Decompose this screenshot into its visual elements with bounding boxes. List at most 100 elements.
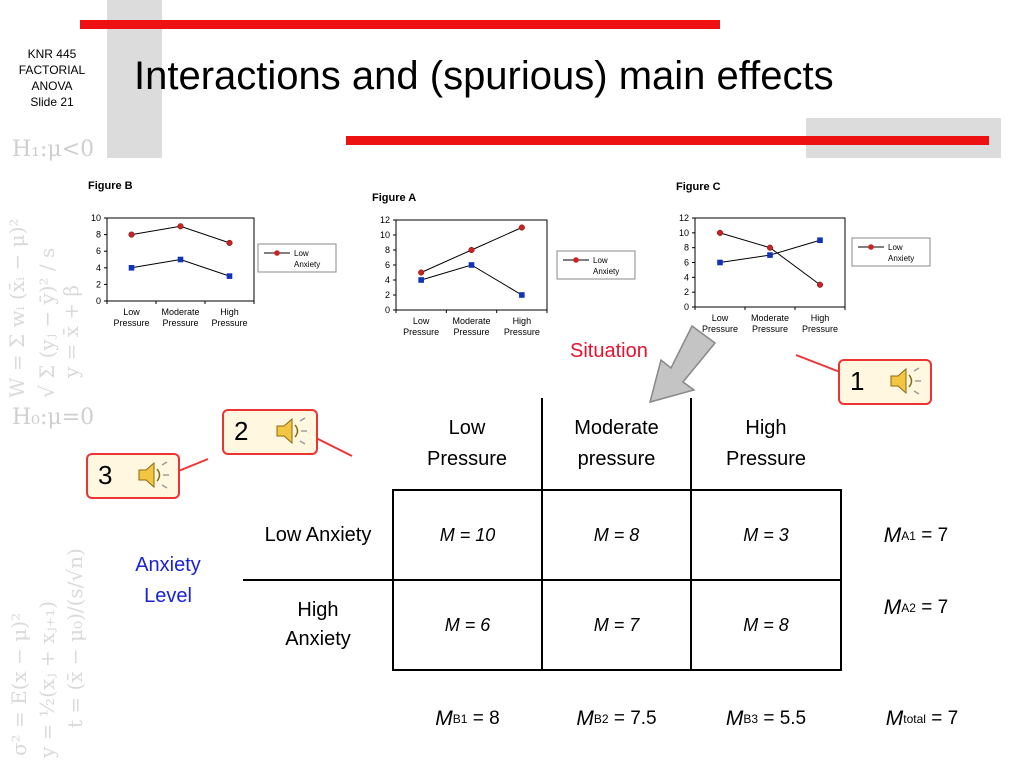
data-point	[816, 281, 824, 288]
cell-mean: M = 10	[439, 524, 496, 545]
cell-mean: M = 8	[593, 524, 640, 545]
x-tick-label: Pressure	[453, 327, 489, 337]
legend-label: Anxiety	[593, 267, 619, 276]
row-marginal-mean-a2: M A2 = 7	[852, 592, 980, 624]
figure-a-chart: Figure A 0 2 4 6 8 10 12 Low Pressure Moderate Pres…	[364, 189, 644, 349]
slide-ref-line: KNR 445	[27, 47, 77, 61]
row-label-line: Low Anxiety	[264, 523, 372, 546]
data-point	[226, 239, 233, 246]
table-divider	[392, 489, 842, 491]
y-tick-label: 2	[96, 279, 101, 289]
speaker-icon[interactable]	[136, 459, 172, 491]
y-tick-label: 2	[385, 290, 390, 300]
figure-b-svg: Figure B0246810LowPressureModeratePressu…	[88, 180, 337, 328]
title-rule-top	[80, 20, 720, 29]
watermark-formula-6: t = (x̄ − μ₀)/(s/√n)	[63, 548, 87, 728]
x-tick-label: Pressure	[702, 324, 738, 334]
data-point	[177, 223, 184, 230]
data-point	[128, 265, 135, 271]
callout-3-number: 3	[98, 460, 113, 490]
y-tick-label: 4	[96, 263, 101, 273]
plot-area	[106, 217, 255, 302]
mean-value: = 7	[925, 708, 959, 729]
speaker-icon[interactable]	[274, 415, 310, 447]
y-tick-label: 6	[96, 246, 101, 256]
data-point	[128, 231, 135, 238]
mean-symbol: M	[883, 524, 902, 547]
x-tick-label: Pressure	[752, 324, 788, 334]
table-divider	[392, 669, 842, 671]
legend-marker	[868, 244, 874, 250]
slide-ref-line: FACTORIAL	[18, 63, 86, 77]
x-tick-label: Low	[123, 307, 140, 317]
x-tick-label: Pressure	[802, 324, 838, 334]
col-header-line: Pressure	[725, 448, 807, 470]
figure-c-chart: Figure C 0 2 4 6 8 10 12 Low Pressure Moderate Pres…	[668, 179, 948, 339]
data-point	[468, 246, 475, 254]
cell-mean: M = 8	[743, 614, 789, 635]
figure-b-chart: Figure B 0 2 4 6 8 10 Low Pressure Moderate Pressu…	[80, 178, 340, 338]
y-tick-label: 6	[684, 258, 689, 268]
mean-value: = 8	[467, 708, 500, 729]
mean-symbol: M	[576, 707, 594, 730]
situation-arrow	[648, 324, 717, 404]
chart-title: Figure C	[676, 181, 721, 193]
data-point	[418, 269, 425, 276]
row-marginal-mean-a1: M A1 = 7	[852, 520, 980, 552]
mean-symbol: M	[435, 707, 453, 730]
table-divider	[243, 579, 842, 581]
x-tick-label: Moderate	[161, 307, 199, 317]
col-marginal-mean-b2: M B2 = 7.5	[543, 702, 690, 736]
x-tick-label: Pressure	[113, 318, 149, 328]
mean-value: = 7.5	[608, 708, 657, 729]
callout-2[interactable]: 2	[222, 409, 318, 455]
x-tick-label: Pressure	[162, 318, 198, 328]
data-point	[519, 292, 525, 298]
figure-c-svg: Figure C024681012LowPressureModeratePres…	[676, 181, 931, 334]
speaker-icon[interactable]	[888, 365, 924, 397]
x-tick-label: Pressure	[504, 327, 540, 337]
col-header-moderate-pressure: Moderate pressure	[543, 410, 690, 478]
mean-subscript: A2	[901, 601, 916, 615]
table-divider	[541, 398, 543, 670]
y-tick-label: 8	[385, 245, 390, 255]
mean-subscript: A1	[901, 529, 916, 543]
anxiety-level-label: Anxiety Level	[122, 550, 214, 612]
y-tick-label: 8	[96, 230, 101, 240]
slide-ref-line: Slide 21	[30, 95, 74, 109]
watermark-formula-2: √ Σ (yⱼ − ȳ)² / s	[35, 248, 59, 398]
watermark-hypothesis-top: H₁:μ<0	[12, 137, 94, 162]
watermark-formula-1: W = Σ wᵢ (x̄ᵢ − μ)²	[5, 219, 29, 398]
anxiety-level-line: Anxiety	[135, 554, 201, 576]
slide-reference: KNR 445 FACTORIAL ANOVA Slide 21	[14, 46, 90, 110]
y-tick-label: 4	[684, 272, 689, 282]
y-tick-label: 12	[679, 213, 689, 223]
legend-label: Anxiety	[888, 254, 914, 263]
col-header-line: Pressure	[426, 448, 508, 470]
y-tick-label: 8	[684, 243, 689, 253]
slide-title: Interactions and (spurious) main effects	[134, 54, 834, 98]
mean-value: = 7	[915, 597, 949, 618]
callout-3[interactable]: 3	[86, 453, 180, 499]
table-divider	[690, 398, 692, 670]
watermark-hypothesis-bottom: H₀:μ=0	[12, 405, 94, 430]
cell-mean: M = 3	[743, 524, 789, 545]
x-tick-label: High	[811, 313, 830, 323]
col-header-line: High	[745, 417, 787, 439]
data-point	[177, 256, 184, 263]
mean-symbol: M	[885, 707, 904, 730]
data-point	[716, 229, 724, 236]
y-tick-label: 10	[380, 230, 390, 240]
x-tick-label: Low	[413, 316, 430, 326]
legend-label: Low	[294, 249, 309, 258]
x-tick-label: Pressure	[211, 318, 247, 328]
figure-a-svg: Figure A024681012LowPressureModeratePres…	[372, 192, 636, 337]
watermark-formula-3: y = x̄ + β	[59, 285, 83, 379]
y-tick-label: 4	[385, 275, 390, 285]
mean-subscript: total	[903, 712, 926, 726]
x-tick-label: Low	[712, 313, 729, 323]
data-point	[817, 237, 823, 244]
row-label-line: High	[297, 599, 339, 621]
callout-1[interactable]: 1	[838, 359, 932, 405]
